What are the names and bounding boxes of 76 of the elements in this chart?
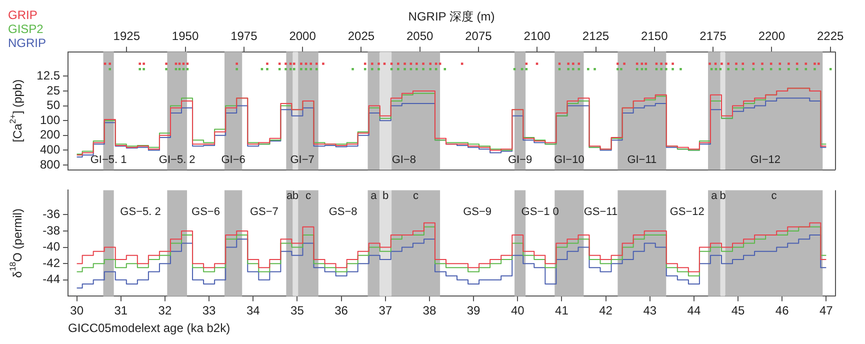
annotation: GS−6 — [192, 206, 220, 218]
y-tick-label: 25 — [46, 83, 60, 98]
x-tick-label: 31 — [114, 304, 128, 318]
band-label: c — [305, 190, 312, 202]
annotation: GS−9 — [463, 206, 492, 218]
y-tick-label: 50 — [46, 98, 60, 112]
band-label: GI−9 — [508, 154, 532, 166]
band-label: GI−10 — [554, 154, 584, 166]
x-tick-label: 43 — [643, 304, 657, 318]
x-tick-label: 36 — [334, 304, 348, 318]
y-axis-title: [Ca2+] (ppb) — [8, 79, 24, 142]
y-axis-title: δ18O (permil) — [8, 208, 24, 278]
band-label: c — [413, 190, 420, 202]
x2-tick-label: 2150 — [641, 28, 668, 43]
x-tick-label: 40 — [510, 304, 525, 318]
x-tick-label: 32 — [158, 304, 172, 318]
x-tick-label: 35 — [290, 304, 304, 318]
annotation: GS−11 — [584, 206, 618, 218]
annotation: GS−1 0 — [521, 206, 559, 218]
x2-tick-label: 2125 — [582, 28, 610, 43]
annotation: GI−12 — [750, 154, 780, 166]
y-tick-label: -38 — [42, 223, 60, 238]
x2-tick-label: 2075 — [465, 28, 492, 43]
annotation: GS−8 — [328, 206, 358, 218]
y-tick-label: -36 — [42, 206, 60, 221]
x-tick-label: 44 — [687, 304, 701, 318]
x-tick-label: 45 — [731, 304, 746, 318]
x-tick-label: 47 — [820, 304, 834, 318]
x-tick-label: 38 — [422, 304, 436, 318]
text: GISP2 — [8, 22, 44, 36]
band-label: b — [382, 190, 389, 202]
x-tick-label: 30 — [70, 304, 84, 318]
x-tick-label: 39 — [466, 304, 481, 318]
band-label: GI−11 — [627, 154, 657, 166]
x-tick-label: 41 — [555, 304, 569, 318]
x2-tick-label: 2100 — [524, 28, 551, 43]
band-label: GI−6 — [221, 154, 246, 166]
annotation: GI−8 — [392, 154, 416, 166]
band-label: a — [286, 190, 294, 202]
y-tick-label: 400 — [40, 142, 60, 157]
x2-axis-title: NGRIP 深度 (m) — [408, 10, 495, 24]
band-label: GI−5. 1 — [90, 154, 127, 166]
text: NGRIP — [8, 36, 46, 50]
annotation: GS−7 — [250, 206, 278, 218]
y-tick-label: -40 — [42, 240, 60, 254]
band-label: a — [711, 190, 718, 202]
annotation: GS−5. 2 — [120, 206, 161, 218]
x-tick-label: 33 — [202, 304, 216, 318]
x2-tick-label: 1975 — [230, 28, 258, 43]
band-label: GI−5. 2 — [158, 154, 196, 166]
x2-tick-label: 2000 — [289, 28, 316, 43]
band-label: b — [292, 190, 299, 202]
y-tick-label: 200 — [40, 128, 60, 142]
band-label: c — [771, 190, 778, 202]
x-axis-title: GICC05modelext age (ka b2k) — [68, 321, 230, 336]
x-tick-label: 37 — [378, 304, 392, 318]
x2-tick-label: 2225 — [816, 28, 844, 43]
x-tick-label: 46 — [775, 304, 790, 318]
x2-tick-label: 1950 — [172, 28, 199, 43]
x2-tick-label: 2175 — [700, 28, 727, 43]
y-tick-label: 800 — [40, 157, 60, 172]
band-label: a — [370, 190, 378, 202]
x-tick-label: 34 — [246, 304, 260, 318]
annotation: GS−12 — [670, 206, 704, 218]
x2-tick-label: 2200 — [758, 28, 786, 43]
y-tick-label: 100 — [40, 112, 60, 127]
annotation: GI−7 — [290, 154, 314, 166]
text: GRIP — [8, 8, 38, 22]
x2-tick-label: 1925 — [113, 28, 140, 43]
x2-tick-label: 2050 — [406, 28, 434, 43]
y-tick-label: 12.5 — [36, 68, 60, 82]
y-tick-label: -42 — [42, 256, 60, 270]
x2-tick-label: 2025 — [348, 28, 375, 43]
y-tick-label: -44 — [42, 272, 60, 286]
band-label: b — [720, 190, 726, 202]
x-tick-label: 42 — [599, 304, 613, 318]
